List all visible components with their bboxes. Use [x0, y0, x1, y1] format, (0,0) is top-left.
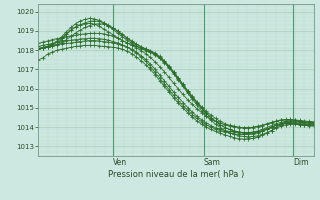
X-axis label: Pression niveau de la mer( hPa ): Pression niveau de la mer( hPa ): [108, 170, 244, 179]
Text: Sam: Sam: [204, 158, 220, 167]
Text: Ven: Ven: [113, 158, 127, 167]
Text: Dim: Dim: [293, 158, 308, 167]
